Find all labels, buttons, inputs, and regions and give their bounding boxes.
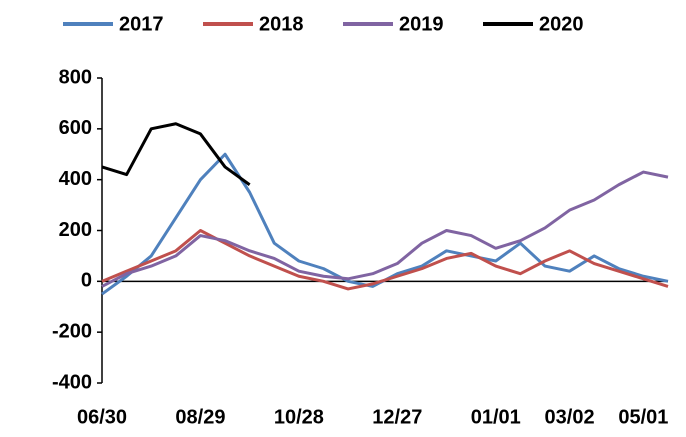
y-tick-label: 600: [59, 117, 92, 139]
series-line: [101, 152, 669, 296]
series-line: [101, 122, 251, 186]
y-tick-label: -400: [52, 371, 92, 393]
y-tick-label: 400: [59, 168, 92, 190]
x-tick-label: 05/01: [618, 406, 668, 428]
x-tick-label: 01/01: [471, 406, 521, 428]
series-line: [101, 170, 669, 288]
legend-label: 2018: [259, 13, 304, 35]
y-tick-label: 0: [81, 270, 92, 292]
legend-label: 2020: [539, 13, 584, 35]
y-tick-label: 200: [59, 219, 92, 241]
legend-label: 2017: [119, 13, 164, 35]
legend-label: 2019: [399, 13, 444, 35]
x-tick-label: 12/27: [372, 406, 422, 428]
y-tick-label: -200: [52, 320, 92, 342]
x-tick-label: 08/29: [175, 406, 225, 428]
x-tick-label: 03/02: [545, 406, 595, 428]
series-line: [101, 229, 669, 291]
x-tick-label: 10/28: [274, 406, 324, 428]
x-tick-label: 06/30: [77, 406, 127, 428]
y-tick-label: 800: [59, 66, 92, 88]
